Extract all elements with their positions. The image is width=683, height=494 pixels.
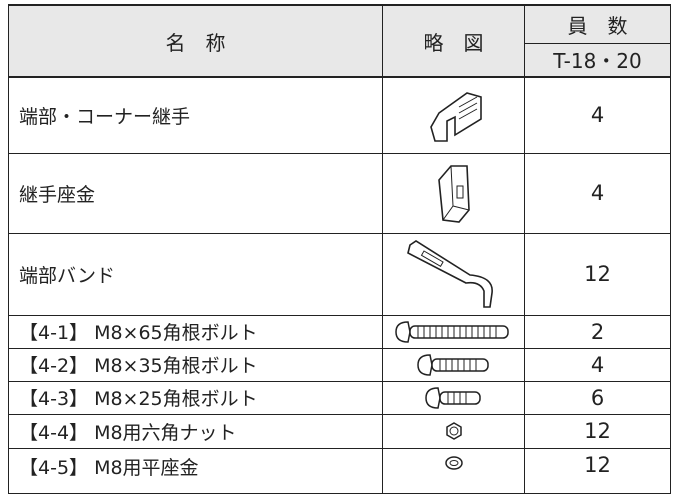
part-name: 【4-4】 M8用六角ナット [8, 413, 383, 449]
part-count: 12 [524, 232, 671, 316]
part-count: 12 [524, 447, 671, 494]
icon [429, 92, 482, 143]
part-name: 【4-1】 M8×65角根ボルト [8, 314, 383, 349]
part-count: 12 [524, 413, 671, 449]
part-name: 端部バンド [8, 232, 383, 316]
icon [416, 353, 489, 376]
parts-table: 名 称 略 図 員 数 T-18・20 端部・コーナー継手 4 継手座金 4 端… [8, 4, 671, 494]
header-count-sub: T-18・20 [524, 42, 671, 78]
icon [445, 422, 462, 440]
part-count: 4 [524, 76, 671, 154]
part-count: 4 [524, 347, 671, 382]
header-count: 員 数 [524, 4, 671, 44]
icon [394, 320, 509, 343]
icon [406, 240, 493, 308]
part-name: 端部・コーナー継手 [8, 76, 383, 154]
header-diagram: 略 図 [382, 4, 525, 78]
part-name: 【4-5】 M8用平座金 [8, 447, 383, 494]
part-name: 【4-3】 M8×25角根ボルト [8, 380, 383, 415]
icon [437, 165, 470, 223]
icon [444, 455, 463, 470]
icon [424, 386, 481, 409]
part-name: 【4-2】 M8×35角根ボルト [8, 347, 383, 382]
part-count: 6 [524, 380, 671, 415]
part-name: 継手座金 [8, 152, 383, 234]
header-name: 名 称 [8, 4, 383, 78]
part-count: 2 [524, 314, 671, 349]
part-count: 4 [524, 152, 671, 234]
